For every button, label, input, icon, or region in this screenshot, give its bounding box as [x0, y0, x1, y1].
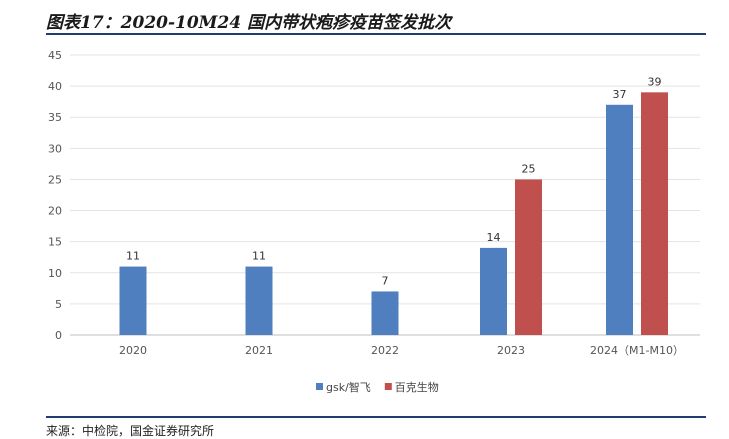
- data-label: 25: [522, 162, 536, 175]
- x-tick-label: 2024（M1-M10）: [590, 344, 684, 357]
- y-tick-label: 10: [48, 267, 62, 280]
- legend-swatch: [384, 383, 392, 390]
- x-tick-label: 2020: [119, 344, 147, 357]
- bar-gsk-0: [119, 266, 147, 335]
- data-label: 11: [126, 250, 140, 263]
- y-tick-label: 30: [48, 142, 62, 155]
- legend-label: gsk/智飞: [326, 380, 371, 394]
- x-axis: 2020 2021 2022 2023 2024（M1-M10）: [119, 344, 684, 357]
- data-label: 37: [613, 88, 627, 101]
- x-tick-label: 2022: [371, 344, 399, 357]
- bar-gsk-4: [606, 104, 633, 336]
- legend: gsk/智飞 百克生物: [316, 380, 439, 394]
- y-tick-label: 15: [48, 236, 62, 249]
- y-tick-label: 35: [48, 111, 62, 124]
- bar-baike-4: [641, 92, 668, 335]
- y-tick-label: 25: [48, 173, 62, 186]
- y-tick-label: 45: [48, 49, 62, 62]
- data-label: 39: [648, 75, 662, 88]
- gridlines: [70, 54, 700, 336]
- y-tick-label: 5: [55, 298, 62, 311]
- title-rule: [46, 33, 706, 35]
- y-tick-label: 0: [55, 329, 62, 342]
- x-tick-label: 2023: [497, 344, 525, 357]
- bar-gsk-1: [245, 266, 273, 335]
- source-rule: [46, 416, 706, 418]
- bar-gsk-3: [480, 247, 507, 335]
- chart-title: 图表17：2020-10M24 国内带状疱疹疫苗签发批次: [46, 13, 452, 33]
- source-note: 来源：中检院，国金证券研究所: [46, 424, 215, 438]
- y-tick-label: 20: [48, 205, 62, 218]
- legend-swatch: [316, 383, 323, 390]
- bars: [119, 92, 668, 336]
- data-label: 7: [382, 274, 389, 287]
- data-label: 11: [252, 250, 266, 263]
- legend-label: 百克生物: [395, 380, 439, 394]
- x-tick-label: 2021: [245, 344, 273, 357]
- y-tick-label: 40: [48, 80, 62, 93]
- bar-baike-3: [515, 179, 542, 335]
- data-labels: 11 11 7 14 25 37 39: [126, 75, 662, 287]
- y-axis: 0 5 10 15 20 25 30 35 40 45: [48, 49, 62, 342]
- bar-gsk-2: [371, 291, 399, 335]
- data-label: 14: [487, 231, 501, 244]
